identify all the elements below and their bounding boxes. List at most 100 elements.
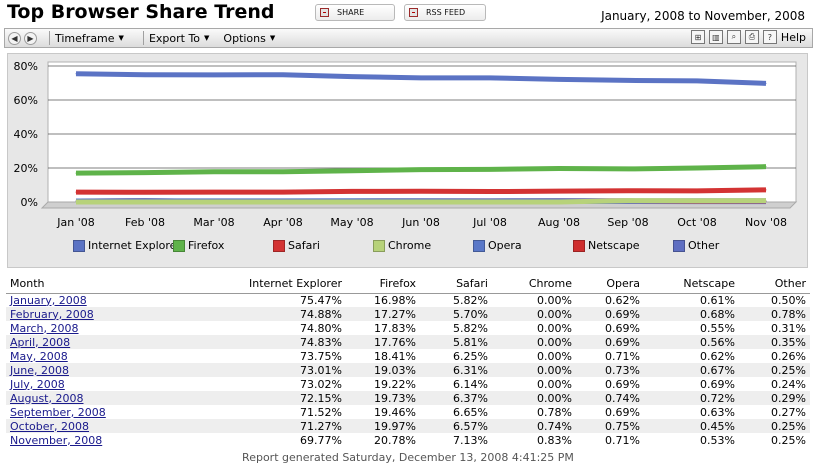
legend-label: Other: [688, 239, 720, 252]
data-point-safari: [75, 191, 77, 193]
share-label: SHARE: [337, 8, 365, 17]
data-point-internet-explorer: [213, 74, 215, 76]
share-cell: 5.82%: [453, 293, 488, 307]
help-doc-icon[interactable]: ?: [762, 30, 777, 44]
month-link[interactable]: September, 2008: [10, 405, 106, 419]
rss-feed-button[interactable]: RSS FEED: [404, 4, 486, 21]
share-cell: 0.00%: [537, 293, 572, 307]
toolbar-right-group: ⊞ ▥ ⌕ ⎙ ? Help: [687, 30, 806, 44]
x-tick-label: May '08: [330, 216, 373, 229]
x-tick-label: Nov '08: [745, 216, 787, 229]
legend-item-firefox[interactable]: Firefox: [173, 239, 224, 252]
export-to-menu[interactable]: Export To ▼: [149, 32, 209, 45]
share-cell: 0.53%: [700, 433, 735, 447]
month-link[interactable]: March, 2008: [10, 321, 79, 335]
legend-item-chrome[interactable]: Chrome: [373, 239, 431, 252]
legend-swatch: [573, 239, 585, 252]
month-link[interactable]: October, 2008: [10, 419, 90, 433]
back-icon[interactable]: ◀: [8, 31, 21, 45]
column-header-safari[interactable]: Safari: [420, 275, 492, 294]
zoom-icon[interactable]: ⌕: [726, 30, 741, 44]
chevron-down-icon: ▼: [204, 34, 210, 42]
share-cell: 0.00%: [492, 391, 576, 405]
share-cell: 0.63%: [700, 405, 735, 419]
share-cell: 0.69%: [576, 307, 644, 321]
legend-item-other[interactable]: Other: [673, 239, 719, 252]
timeframe-menu[interactable]: Timeframe ▼: [55, 32, 124, 45]
print-icon[interactable]: ⎙: [744, 30, 759, 44]
month-cell: April, 2008: [6, 335, 156, 349]
data-point-chrome: [420, 201, 422, 203]
data-table-container: Month Internet Explorer Firefox Safari C…: [6, 275, 810, 447]
data-point-firefox: [420, 169, 422, 171]
x-tick-label: Mar '08: [193, 216, 234, 229]
share-button[interactable]: SHARE: [315, 4, 395, 21]
share-cell: 0.62%: [605, 293, 640, 307]
data-point-chrome: [351, 201, 353, 203]
legend-item-safari[interactable]: Safari: [273, 239, 320, 252]
forward-icon[interactable]: ▶: [24, 31, 37, 45]
month-cell: September, 2008: [6, 405, 156, 419]
share-cell: 6.14%: [453, 377, 488, 391]
legend-item-internet-explorer[interactable]: Internet Explorer: [73, 239, 181, 252]
share-cell: 0.26%: [771, 349, 806, 363]
columns-icon[interactable]: ▥: [708, 30, 723, 44]
data-point-firefox: [696, 167, 698, 169]
month-link[interactable]: November, 2008: [10, 433, 103, 447]
column-header-opera[interactable]: Opera: [576, 275, 644, 294]
column-header-month[interactable]: Month: [6, 275, 156, 294]
share-cell: 74.80%: [300, 321, 342, 335]
month-cell: May, 2008: [6, 349, 156, 363]
table-row: September, 2008 71.52% 19.46% 6.65% 0.78% 0.6…: [6, 405, 810, 419]
table-row: June, 2008 73.01% 19.03% 6.31% 0.00% 0.73% 0.6…: [6, 363, 810, 377]
share-cell: 73.75%: [300, 349, 342, 363]
column-header-firefox[interactable]: Firefox: [346, 275, 420, 294]
month-link[interactable]: February, 2008: [10, 307, 94, 321]
month-link[interactable]: June, 2008: [10, 363, 69, 377]
y-tick-label: 80%: [14, 60, 38, 73]
chart-panel: 0% 20% 40% 60% 80% Jan '08 Feb '08 Mar '08 Apr '…: [7, 53, 808, 268]
column-header-netscape[interactable]: Netscape: [644, 275, 739, 294]
report-generated-footer: Report generated Saturday, December 13, …: [242, 451, 574, 463]
header: Top Browser Share Trend SHARE RSS FEED J…: [0, 0, 816, 26]
share-cell: 0.55%: [700, 321, 735, 335]
share-cell: 0.71%: [605, 433, 640, 447]
grid-icon[interactable]: ⊞: [690, 30, 705, 44]
share-cell: 0.31%: [771, 321, 806, 335]
month-link[interactable]: January, 2008: [10, 293, 87, 307]
y-tick-label: 40%: [14, 128, 38, 141]
nav-buttons: ◀ ▶: [8, 30, 44, 46]
share-cell: 20.78%: [374, 433, 416, 447]
share-cell: 0.69%: [605, 377, 640, 391]
chevron-down-icon: ▼: [269, 34, 276, 42]
month-link[interactable]: May, 2008: [10, 349, 68, 363]
column-header-other[interactable]: Other: [739, 275, 810, 294]
month-link[interactable]: August, 2008: [10, 391, 84, 405]
data-point-firefox: [213, 171, 215, 173]
options-menu-label: Options: [223, 31, 266, 45]
share-cell: 19.73%: [346, 391, 420, 405]
share-cell: 5.81%: [420, 335, 492, 349]
share-cell: 0.29%: [739, 391, 810, 405]
help-link[interactable]: Help: [780, 30, 806, 44]
date-range: January, 2008 to November, 2008: [601, 9, 805, 23]
legend-item-opera[interactable]: Opera: [473, 239, 522, 252]
data-point-safari: [351, 190, 353, 192]
month-link[interactable]: July, 2008: [10, 377, 65, 391]
rss-icon: [409, 8, 418, 17]
share-cell: 0.35%: [739, 335, 810, 349]
table-row: November, 2008 69.77% 20.78% 7.13% 0.83% 0.71…: [6, 433, 810, 447]
share-icon: [320, 8, 329, 17]
share-cell: 0.50%: [771, 293, 806, 307]
options-menu[interactable]: Options ▼: [223, 32, 275, 45]
x-tick-label: Jan '08: [56, 216, 94, 229]
legend-item-netscape[interactable]: Netscape: [573, 239, 640, 252]
month-link[interactable]: April, 2008: [10, 335, 71, 349]
data-point-firefox: [144, 172, 146, 174]
legend-swatch: [473, 239, 485, 252]
column-header-chrome[interactable]: Chrome: [492, 275, 576, 294]
timeframe-menu-label: Timeframe: [55, 31, 115, 45]
column-header-internet-explorer[interactable]: Internet Explorer: [156, 275, 346, 294]
share-cell: 0.00%: [537, 321, 572, 335]
table-row: January, 2008 75.47% 16.98% 5.82% 0.00% 0.62%…: [6, 293, 810, 307]
